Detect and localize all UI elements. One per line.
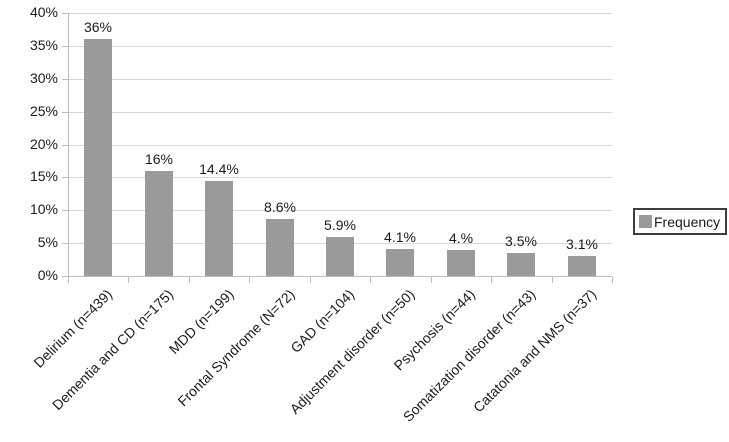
gridline bbox=[68, 13, 612, 14]
x-axis-tick bbox=[249, 277, 250, 283]
y-axis-tick-label: 30% bbox=[29, 70, 58, 86]
y-axis-tick-label: 25% bbox=[29, 103, 58, 119]
legend: Frequency bbox=[633, 208, 728, 235]
legend-label: Frequency bbox=[654, 213, 721, 230]
y-axis-tick bbox=[62, 46, 68, 47]
x-axis-category-label: Catatonia and NMS (n=37) bbox=[469, 286, 600, 416]
x-axis-tick bbox=[612, 277, 613, 283]
bar-value-label: 4.% bbox=[448, 230, 474, 246]
bar bbox=[205, 181, 233, 276]
y-axis-tick bbox=[62, 210, 68, 211]
bar-value-label: 14.4% bbox=[199, 161, 239, 177]
bar-value-label: 8.6% bbox=[264, 199, 296, 215]
x-axis-tick bbox=[189, 277, 190, 283]
x-axis-line bbox=[68, 276, 612, 277]
gridline bbox=[68, 112, 612, 113]
bar-value-label: 4.1% bbox=[384, 229, 416, 245]
y-axis-line bbox=[68, 13, 69, 277]
x-axis-tick bbox=[431, 277, 432, 283]
gridline bbox=[68, 46, 612, 47]
y-axis-tick-label: 15% bbox=[29, 168, 58, 184]
y-axis-tick bbox=[62, 13, 68, 14]
gridline bbox=[68, 210, 612, 211]
x-axis-tick bbox=[491, 277, 492, 283]
bar bbox=[84, 39, 112, 276]
bar bbox=[326, 237, 354, 276]
y-axis-tick-label: 0% bbox=[37, 267, 58, 283]
x-axis-tick bbox=[370, 277, 371, 283]
y-axis-tick bbox=[62, 177, 68, 178]
y-axis-tick-label: 20% bbox=[29, 136, 58, 152]
gridline bbox=[68, 177, 612, 178]
legend-swatch-icon bbox=[639, 215, 652, 228]
x-axis-tick bbox=[310, 277, 311, 283]
y-axis-tick bbox=[62, 145, 68, 146]
bar bbox=[145, 171, 173, 276]
x-axis-tick bbox=[552, 277, 553, 283]
bar bbox=[568, 256, 596, 276]
y-axis-tick-label: 10% bbox=[29, 201, 58, 217]
x-axis-tick bbox=[128, 277, 129, 283]
x-axis-tick bbox=[68, 277, 69, 283]
y-axis-tick-label: 40% bbox=[29, 4, 58, 20]
bar bbox=[507, 253, 535, 276]
bar bbox=[266, 219, 294, 276]
y-axis-tick-label: 5% bbox=[37, 234, 58, 250]
bar bbox=[447, 250, 475, 276]
bar-value-label: 36% bbox=[83, 19, 113, 35]
bar-value-label: 3.1% bbox=[566, 236, 598, 252]
y-axis-tick bbox=[62, 79, 68, 80]
bar-value-label: 5.9% bbox=[324, 217, 356, 233]
x-axis-category-label: Dementia and CD (n=175) bbox=[49, 286, 177, 414]
bar bbox=[386, 249, 414, 276]
x-axis-category-label: Adjustment disorder (n=50) bbox=[286, 286, 418, 418]
y-axis-tick bbox=[62, 243, 68, 244]
y-axis-tick-label: 35% bbox=[29, 37, 58, 53]
gridline bbox=[68, 79, 612, 80]
bar-value-label: 3.5% bbox=[505, 233, 537, 249]
bar-value-label: 16% bbox=[144, 151, 174, 167]
y-axis-tick bbox=[62, 112, 68, 113]
y-axis-tick bbox=[62, 276, 68, 277]
x-axis-category-label: Frontal Syndrome (N=72) bbox=[174, 286, 298, 410]
gridline bbox=[68, 145, 612, 146]
